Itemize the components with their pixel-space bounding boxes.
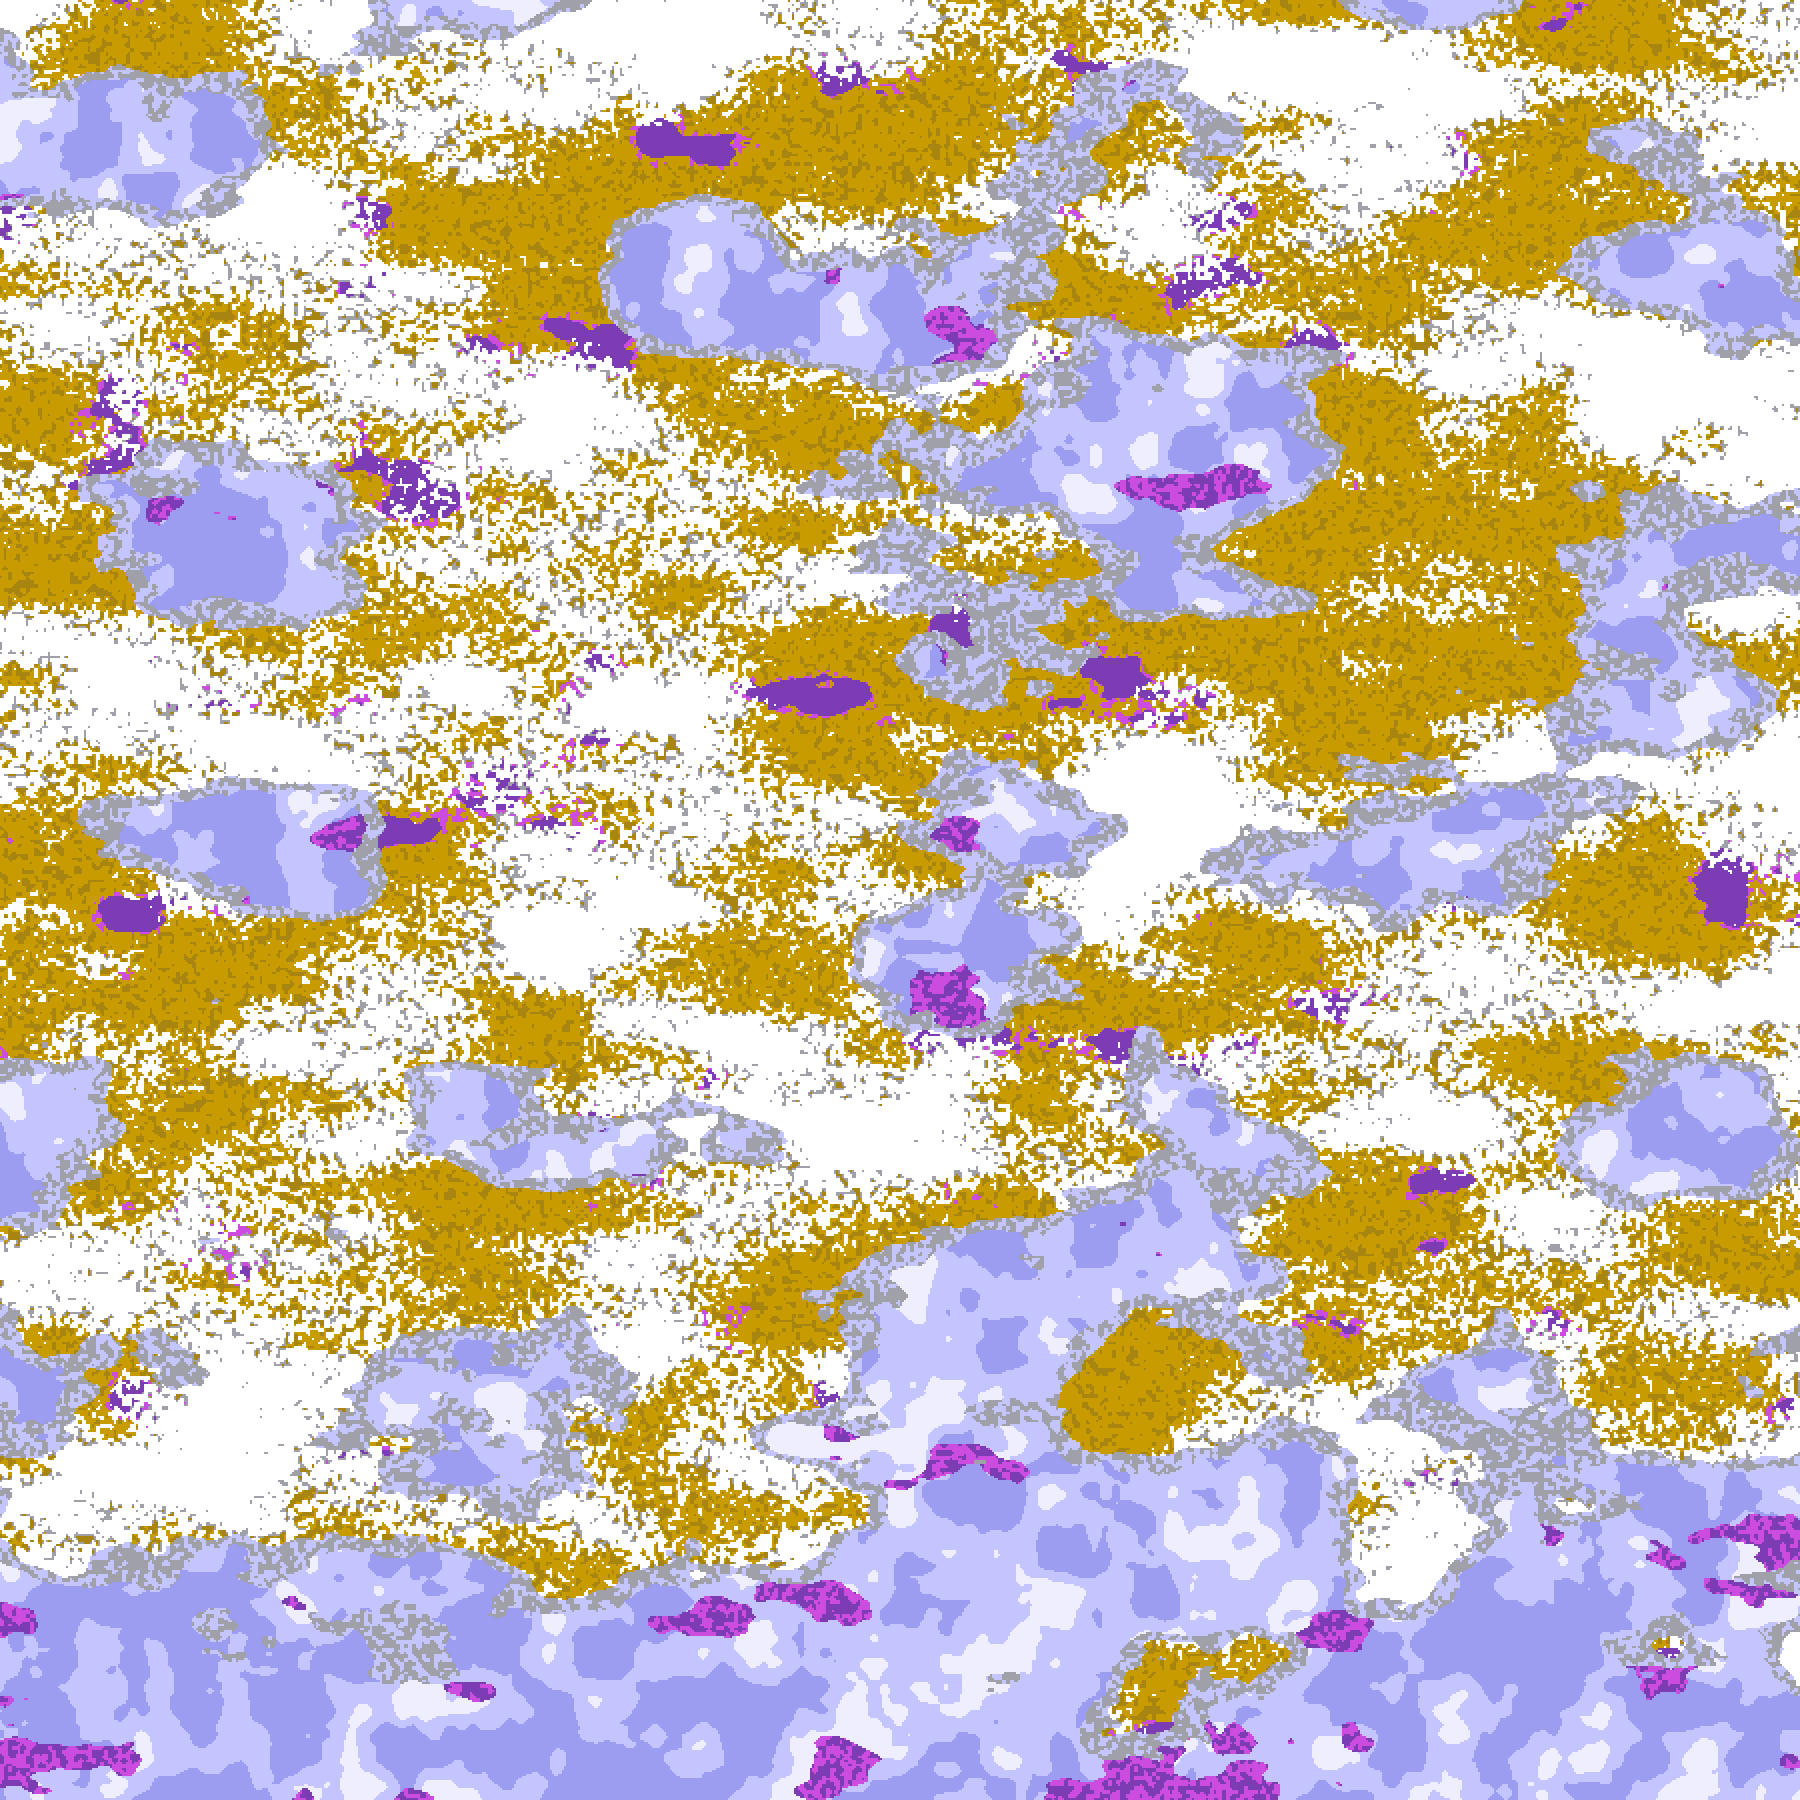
classified-satellite-map — [0, 0, 1800, 1800]
